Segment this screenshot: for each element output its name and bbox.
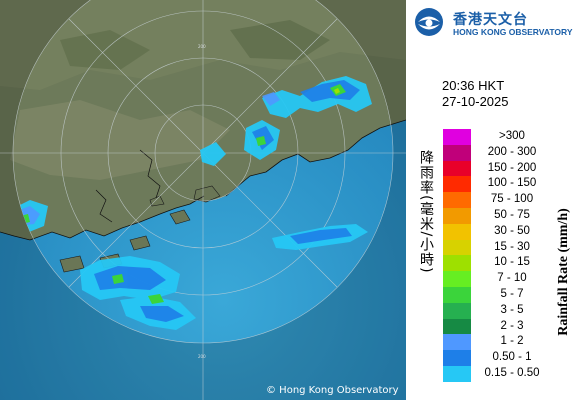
legend-label: 200 - 300	[487, 145, 537, 158]
timestamp-date: 27-10-2025	[442, 94, 509, 109]
legend-item: 5 - 7	[443, 286, 553, 303]
legend-swatch	[443, 286, 471, 303]
legend-swatch	[443, 365, 471, 382]
legend-item: 100 - 150	[443, 176, 553, 193]
legend-label: 150 - 200	[487, 161, 537, 174]
copyright-text: © Hong Kong Observatory	[266, 385, 399, 396]
legend-swatch	[443, 129, 471, 145]
legend-label: 0.50 - 1	[492, 351, 532, 364]
legend-item: 7 - 10	[443, 271, 553, 287]
legend-swatch	[443, 255, 471, 272]
logo-text-chinese: 香港天文台	[453, 12, 528, 28]
radar-map[interactable]: 200 200 © Hong Kong Observatory	[0, 0, 406, 400]
legend-label: 100 - 150	[487, 177, 537, 190]
legend-item: 10 - 15	[443, 255, 553, 272]
legend-item: >300	[443, 129, 553, 145]
legend-item: 150 - 200	[443, 160, 553, 177]
legend-swatch	[443, 144, 471, 161]
logo-text-english: HONG KONG OBSERVATORY	[453, 27, 573, 37]
legend-swatch	[443, 176, 471, 193]
legend-label: 2 - 3	[500, 319, 524, 332]
legend-swatch	[443, 271, 471, 287]
legend-swatch	[443, 239, 471, 256]
legend-swatch	[443, 318, 471, 335]
legend-label: 10 - 15	[494, 256, 530, 269]
observatory-logo[interactable]: 香港天文台 HONG KONG OBSERVATORY	[411, 4, 577, 40]
legend-label: 7 - 10	[497, 272, 527, 285]
side-panel: 香港天文台 HONG KONG OBSERVATORY 20:36 HKT 27…	[406, 0, 577, 400]
timestamp-time: 20:36 HKT	[442, 78, 505, 93]
legend-label: 0.15 - 0.50	[484, 366, 540, 379]
legend-label: 3 - 5	[500, 303, 524, 316]
legend-label: >300	[499, 130, 525, 142]
observatory-emblem-icon	[415, 8, 443, 36]
legend-item: 30 - 50	[443, 223, 553, 240]
legend-unit-english: Rainfall Rate (mm/h)	[554, 172, 574, 372]
legend-unit-english-text: Rainfall Rate (mm/h)	[556, 208, 571, 336]
legend-label: 50 - 75	[494, 208, 530, 221]
legend-swatch	[443, 207, 471, 224]
range-label-north: 200	[198, 44, 206, 49]
legend-label: 30 - 50	[494, 224, 530, 237]
legend-item: 1 - 2	[443, 334, 553, 351]
legend-swatch	[443, 302, 471, 319]
legend-label: 1 - 2	[500, 335, 524, 348]
legend-swatch	[443, 350, 471, 366]
legend-label: 75 - 100	[490, 193, 534, 206]
legend-item: 50 - 75	[443, 207, 553, 224]
rainfall-legend: >300 200 - 300 150 - 200 100 - 150 75 - …	[443, 129, 553, 382]
range-label-south: 200	[198, 354, 206, 359]
legend-swatch	[443, 223, 471, 240]
legend-item: 200 - 300	[443, 144, 553, 161]
legend-item: 0.15 - 0.50	[443, 365, 553, 382]
radar-image	[0, 0, 406, 400]
legend-item: 3 - 5	[443, 302, 553, 319]
legend-item: 15 - 30	[443, 239, 553, 256]
legend-item: 2 - 3	[443, 318, 553, 335]
legend-swatch	[443, 160, 471, 177]
legend-swatch	[443, 192, 471, 208]
legend-label: 5 - 7	[500, 287, 524, 300]
legend-swatch	[443, 334, 471, 351]
legend-unit-chinese: 降雨率(毫米/小時)	[418, 150, 434, 274]
legend-label: 15 - 30	[494, 240, 530, 253]
legend-item: 75 - 100	[443, 192, 553, 208]
legend-item: 0.50 - 1	[443, 350, 553, 366]
